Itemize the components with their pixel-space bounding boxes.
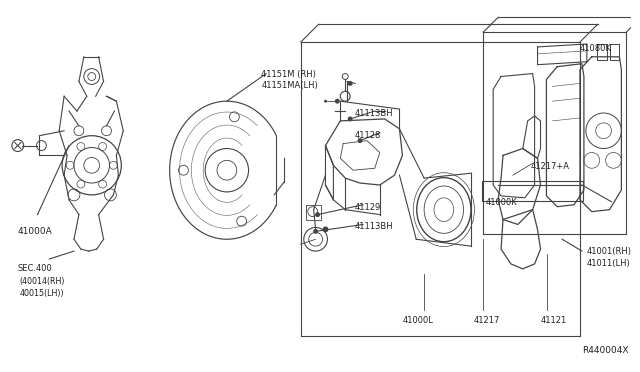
Text: 41000K: 41000K xyxy=(485,198,517,207)
Text: 41151M (RH): 41151M (RH) xyxy=(261,70,316,78)
Text: 41001(RH): 41001(RH) xyxy=(587,247,632,256)
Text: 41129: 41129 xyxy=(355,203,381,212)
Text: 41000A: 41000A xyxy=(18,227,52,237)
Text: 41000L: 41000L xyxy=(403,316,433,325)
Circle shape xyxy=(315,212,320,217)
Text: 41217: 41217 xyxy=(474,316,500,325)
Text: 41080K: 41080K xyxy=(580,44,612,53)
Text: SEC.400: SEC.400 xyxy=(18,264,52,273)
Text: 41121: 41121 xyxy=(541,316,567,325)
Circle shape xyxy=(335,99,340,104)
Circle shape xyxy=(324,100,327,103)
Circle shape xyxy=(358,138,362,143)
Text: 40015(LH)): 40015(LH)) xyxy=(20,289,65,298)
Text: R440004X: R440004X xyxy=(582,346,628,355)
Text: 41128: 41128 xyxy=(355,131,381,140)
Text: 41151MA(LH): 41151MA(LH) xyxy=(261,81,318,90)
Circle shape xyxy=(323,227,328,232)
Text: 41113BH: 41113BH xyxy=(355,222,394,231)
Text: 41011(LH): 41011(LH) xyxy=(587,259,630,268)
Text: (40014(RH): (40014(RH) xyxy=(20,277,65,286)
Circle shape xyxy=(348,81,353,86)
Text: 41217+A: 41217+A xyxy=(531,162,570,171)
Circle shape xyxy=(313,229,318,234)
Circle shape xyxy=(348,116,353,121)
Text: 41113BH: 41113BH xyxy=(355,109,394,118)
